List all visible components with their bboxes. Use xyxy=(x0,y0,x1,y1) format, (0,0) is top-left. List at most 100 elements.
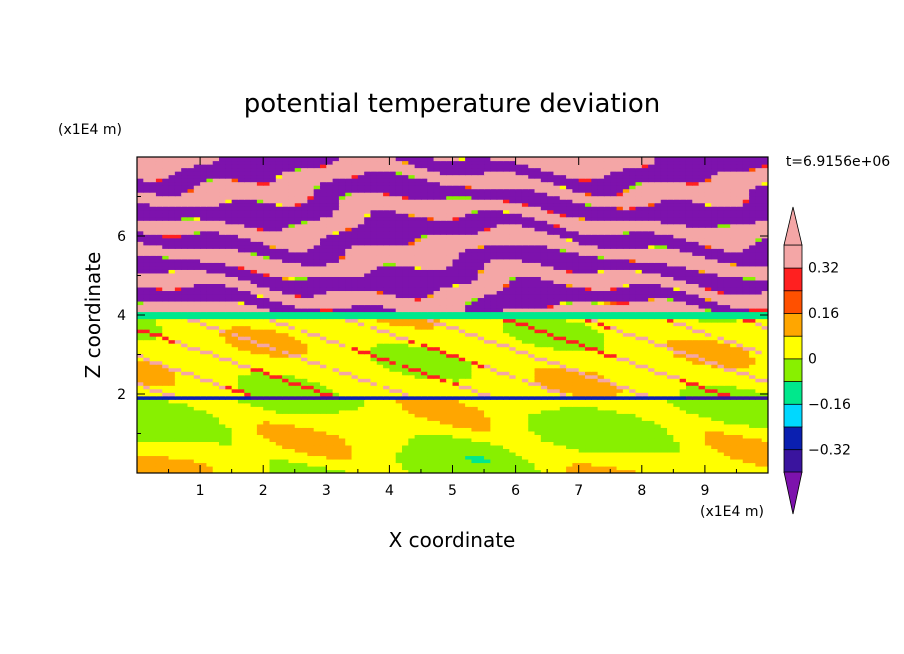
field-cell xyxy=(648,427,656,432)
field-cell xyxy=(566,469,573,473)
field-cell xyxy=(301,297,308,302)
field-cell xyxy=(313,367,321,372)
field-cell xyxy=(288,458,296,464)
field-cell xyxy=(452,469,460,473)
field-cell xyxy=(237,371,245,376)
field-cell xyxy=(212,451,220,457)
field-cell xyxy=(256,458,264,464)
field-cell xyxy=(237,322,245,327)
field-cell xyxy=(667,318,674,323)
field-cell xyxy=(585,430,592,435)
field-cell xyxy=(408,371,416,376)
field-cell xyxy=(711,455,719,460)
field-cell xyxy=(484,318,491,323)
field-cell xyxy=(502,469,510,473)
field-cell xyxy=(673,462,681,467)
field-cell xyxy=(351,329,359,334)
field-cell xyxy=(402,297,409,302)
field-cell xyxy=(736,388,744,393)
field-cell xyxy=(383,434,390,439)
field-cell xyxy=(471,469,479,473)
field-cell xyxy=(219,300,226,306)
field-cell xyxy=(610,441,618,446)
field-cell xyxy=(137,307,144,313)
field-cell xyxy=(351,469,359,473)
field-cell xyxy=(219,406,226,411)
field-cell xyxy=(477,311,485,316)
field-cell xyxy=(345,336,353,341)
field-cell xyxy=(559,300,567,306)
field-cell xyxy=(370,318,378,323)
field-cell xyxy=(402,395,409,400)
field-cell xyxy=(452,315,460,320)
field-cell xyxy=(502,297,510,302)
field-cell xyxy=(313,451,321,457)
field-cell xyxy=(137,318,144,323)
field-cell xyxy=(206,325,214,330)
field-cell xyxy=(648,318,656,323)
field-cell xyxy=(755,367,763,372)
field-cell xyxy=(553,343,561,348)
field-cell xyxy=(458,451,466,457)
field-cell xyxy=(692,311,700,316)
field-cell xyxy=(698,458,706,464)
field-cell xyxy=(414,300,422,306)
field-cell xyxy=(181,469,189,473)
field-cell xyxy=(193,300,201,306)
field-cell xyxy=(168,409,176,414)
field-cell xyxy=(319,329,327,334)
field-cell xyxy=(376,346,384,351)
field-cell xyxy=(528,409,536,414)
field-cell xyxy=(736,350,744,355)
field-cell xyxy=(723,378,731,383)
field-cell xyxy=(364,300,372,306)
field-cell xyxy=(597,399,605,404)
field-cell xyxy=(578,420,586,425)
field-cell xyxy=(496,343,504,348)
field-cell xyxy=(332,451,340,457)
field-cell xyxy=(465,427,473,432)
field-cell xyxy=(660,455,668,460)
field-cell xyxy=(313,360,321,365)
field-cell xyxy=(326,315,334,320)
field-cell xyxy=(603,427,611,432)
field-cell xyxy=(446,336,454,341)
field-cell xyxy=(496,451,504,457)
field-cell xyxy=(616,430,624,435)
field-cell xyxy=(168,371,176,376)
field-cell xyxy=(187,360,195,365)
field-cell xyxy=(351,315,359,320)
field-cell xyxy=(641,423,649,428)
field-cell xyxy=(547,329,555,334)
field-cell xyxy=(389,332,397,337)
field-cell xyxy=(736,332,744,337)
field-cell xyxy=(155,332,163,337)
field-cell xyxy=(540,307,548,313)
field-cell xyxy=(521,416,529,421)
field-cell xyxy=(578,367,586,372)
field-cell xyxy=(307,448,315,453)
field-cell xyxy=(578,458,586,464)
field-cell xyxy=(578,322,586,327)
field-cell xyxy=(521,357,529,362)
field-cell xyxy=(692,399,700,404)
field-cell xyxy=(528,444,536,450)
field-cell xyxy=(332,315,340,320)
field-cell xyxy=(376,448,384,453)
field-cell xyxy=(206,378,214,383)
field-cell xyxy=(603,409,611,414)
field-cell xyxy=(717,311,725,316)
field-cell xyxy=(528,378,536,383)
field-cell xyxy=(193,399,201,404)
field-cell xyxy=(137,357,144,362)
field-cell xyxy=(742,409,750,414)
field-cell xyxy=(174,465,182,471)
field-cell xyxy=(540,300,548,306)
field-cell xyxy=(477,300,485,306)
field-cell xyxy=(225,399,233,404)
field-cell xyxy=(275,297,283,302)
field-cell xyxy=(137,350,144,355)
field-cell xyxy=(755,423,763,428)
field-cell xyxy=(566,444,573,450)
field-cell xyxy=(572,307,580,313)
